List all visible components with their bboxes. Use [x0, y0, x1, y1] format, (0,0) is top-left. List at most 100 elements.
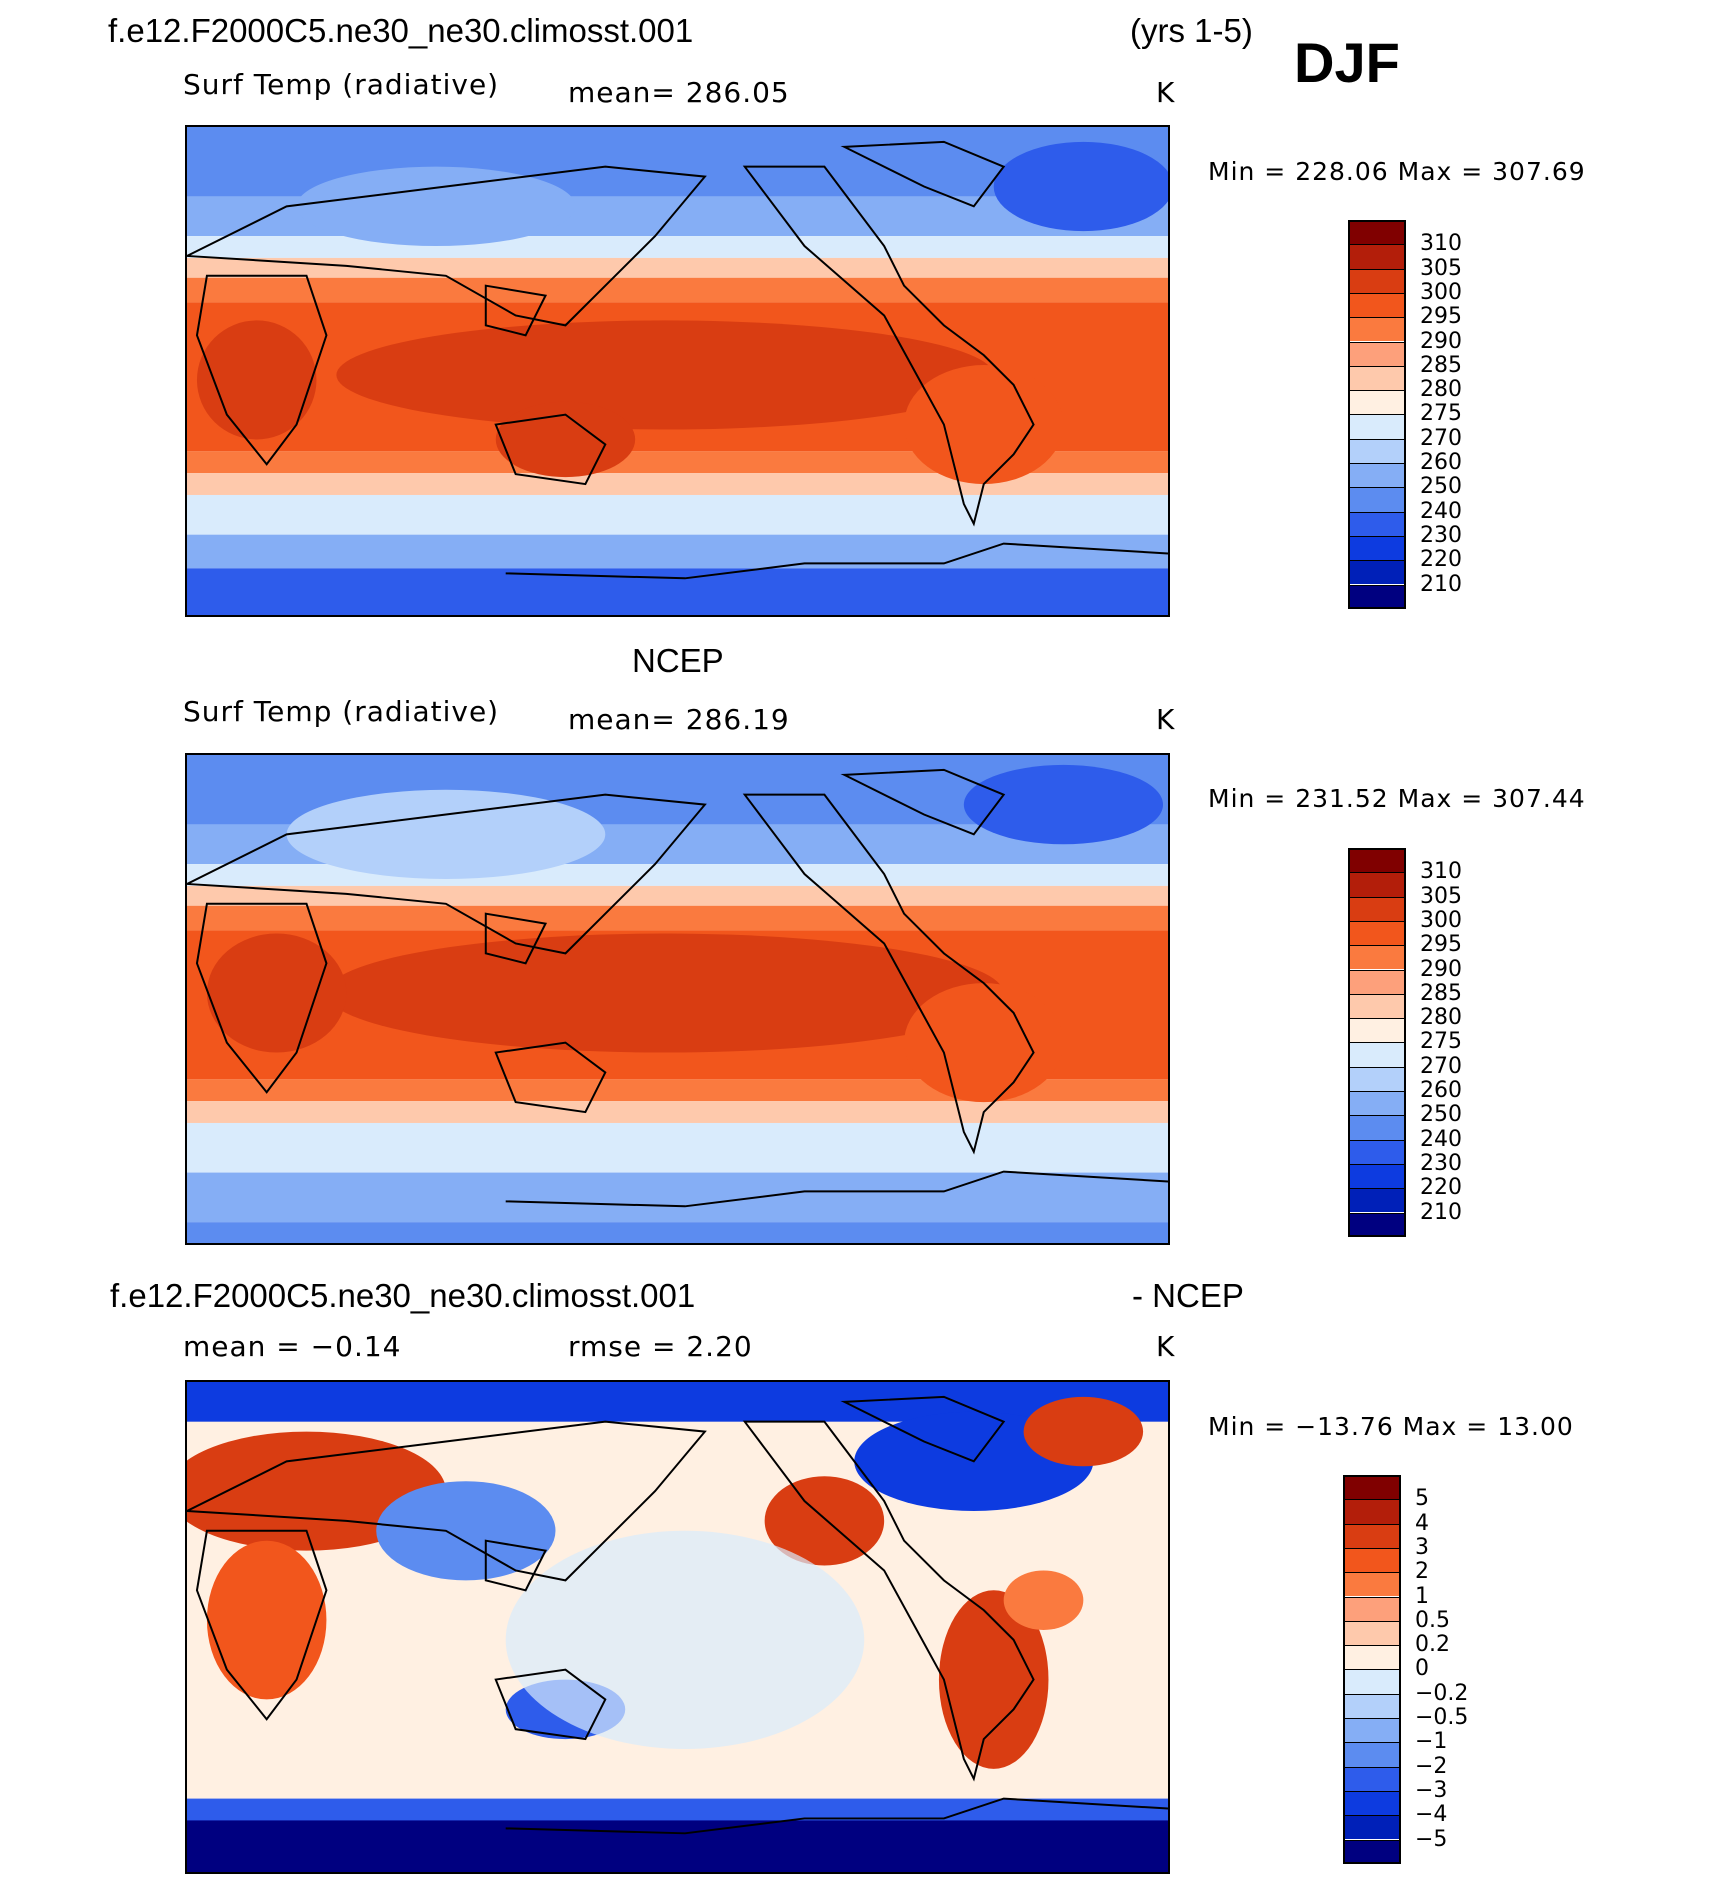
colorbar-swatch: [1348, 1115, 1406, 1140]
colorbar-swatch: [1348, 1139, 1406, 1164]
colorbar-swatch: [1343, 1475, 1401, 1500]
colorbar-swatch: [1348, 993, 1406, 1019]
colorbar-label: −1: [1415, 1729, 1448, 1755]
colorbar-label: 285: [1420, 352, 1462, 378]
panel3-rmse: rmse = 2.20: [568, 1330, 753, 1363]
colorbar-label: 290: [1420, 328, 1462, 354]
colorbar-label: 275: [1420, 1029, 1462, 1055]
colorbar-label: 300: [1420, 907, 1462, 933]
colorbar-swatch: [1348, 560, 1406, 585]
colorbar-swatch: [1348, 1091, 1406, 1116]
colorbar-swatch: [1348, 390, 1406, 415]
colorbar-label: 220: [1420, 1175, 1462, 1201]
colorbar-swatch: [1348, 1018, 1406, 1043]
panel2-mean: mean= 286.19: [568, 703, 790, 736]
panel1-model-map: [185, 125, 1170, 617]
colorbar-label: 300: [1420, 279, 1462, 305]
panel2-min-max: Min = 231.52 Max = 307.44: [1208, 784, 1586, 813]
colorbar-label: −0.2: [1415, 1680, 1469, 1706]
colorbar-swatch: [1348, 1212, 1406, 1237]
colorbar-label: 230: [1420, 522, 1462, 548]
colorbar-swatch: [1343, 1596, 1401, 1621]
colorbar-frame: [1343, 1475, 1401, 1864]
colorbar-swatch: [1348, 945, 1406, 970]
colorbar-swatch: [1343, 1620, 1401, 1646]
colorbar-label: 240: [1420, 1126, 1462, 1152]
colorbar-label: 295: [1420, 304, 1462, 330]
panel1-mean: mean= 286.05: [568, 76, 790, 109]
panel3-min-max: Min = −13.76 Max = 13.00: [1208, 1412, 1574, 1441]
colorbar-swatch: [1348, 244, 1406, 269]
colorbar-swatch: [1348, 1066, 1406, 1091]
colorbar-label: 280: [1420, 1005, 1462, 1031]
colorbar-swatch: [1348, 1163, 1406, 1189]
panel1-min-max: Min = 228.06 Max = 307.69: [1208, 157, 1586, 186]
colorbar-swatch: [1343, 1815, 1401, 1840]
colorbar-label: 250: [1420, 1102, 1462, 1128]
colorbar-label: 4: [1415, 1510, 1429, 1536]
colorbar-frame: [1348, 220, 1406, 609]
colorbar-swatch: [1348, 920, 1406, 946]
colorbar-label: 290: [1420, 956, 1462, 982]
panel1-map-field: [187, 127, 1168, 615]
panel3-map-field: [187, 1382, 1168, 1872]
colorbar-swatch: [1343, 1523, 1401, 1548]
colorbar-label: 295: [1420, 932, 1462, 958]
colorbar-label: 260: [1420, 450, 1462, 475]
panel1-units: K: [1156, 76, 1176, 109]
colorbar-label: 230: [1420, 1150, 1462, 1176]
panel2-title: NCEP: [632, 642, 724, 679]
panel3-title-left: f.e12.F2000C5.ne30_ne30.climosst.001: [110, 1277, 696, 1314]
colorbar-label: 310: [1420, 231, 1462, 257]
colorbar-swatch: [1343, 1645, 1401, 1670]
panel2-units: K: [1156, 703, 1176, 736]
colorbar-label: 270: [1420, 425, 1462, 451]
colorbar-label: 270: [1420, 1053, 1462, 1079]
colorbar-label: 280: [1420, 377, 1462, 403]
case-title: f.e12.F2000C5.ne30_ne30.climosst.001: [108, 12, 694, 49]
colorbar-label: 250: [1420, 474, 1462, 500]
colorbar-swatch: [1343, 1499, 1401, 1524]
colorbar-swatch: [1348, 220, 1406, 245]
colorbar-swatch: [1348, 1042, 1406, 1067]
colorbar-swatch: [1343, 1669, 1401, 1694]
colorbar-label: −5: [1415, 1826, 1448, 1852]
panel2-map-field: [187, 755, 1168, 1243]
colorbar-swatch: [1348, 535, 1406, 561]
years-label: (yrs 1-5): [1130, 12, 1253, 49]
colorbar-swatch: [1348, 1188, 1406, 1213]
colorbar-swatch: [1348, 487, 1406, 512]
colorbar-swatch: [1343, 1718, 1401, 1743]
season-label: DJF: [1294, 31, 1400, 94]
colorbar-label: −4: [1415, 1802, 1448, 1828]
panel3-difference-map: [185, 1380, 1170, 1874]
colorbar-label: 275: [1420, 401, 1462, 427]
colorbar-label: −3: [1415, 1777, 1448, 1803]
colorbar-swatch: [1348, 511, 1406, 536]
colorbar-swatch: [1348, 969, 1406, 994]
colorbar-swatch: [1348, 341, 1406, 366]
colorbar-label: 0.5: [1415, 1607, 1450, 1633]
colorbar-label: −0.5: [1415, 1705, 1469, 1730]
colorbar-label: 240: [1420, 498, 1462, 524]
colorbar-swatch: [1343, 1547, 1401, 1573]
colorbar-swatch: [1343, 1790, 1401, 1816]
colorbar-label: 0: [1415, 1656, 1429, 1682]
colorbar-label: 2: [1415, 1559, 1429, 1585]
colorbar-swatch: [1348, 463, 1406, 488]
colorbar-label: 210: [1420, 571, 1462, 597]
colorbar-label: 1: [1415, 1583, 1429, 1609]
colorbar-swatch: [1343, 1693, 1401, 1718]
colorbar-swatch: [1343, 1572, 1401, 1597]
colorbar-swatch: [1348, 848, 1406, 873]
colorbar-swatch: [1348, 584, 1406, 609]
colorbar-swatch: [1348, 365, 1406, 391]
panel3-mean: mean = −0.14: [183, 1330, 402, 1363]
colorbar-label: 5: [1415, 1486, 1429, 1512]
colorbar-label: 220: [1420, 547, 1462, 573]
panel2-variable: Surf Temp (radiative): [183, 695, 500, 728]
colorbar-label: 305: [1420, 883, 1462, 909]
colorbar-swatch: [1343, 1742, 1401, 1767]
colorbar-label: −2: [1415, 1753, 1448, 1779]
colorbar-label: 210: [1420, 1199, 1462, 1225]
